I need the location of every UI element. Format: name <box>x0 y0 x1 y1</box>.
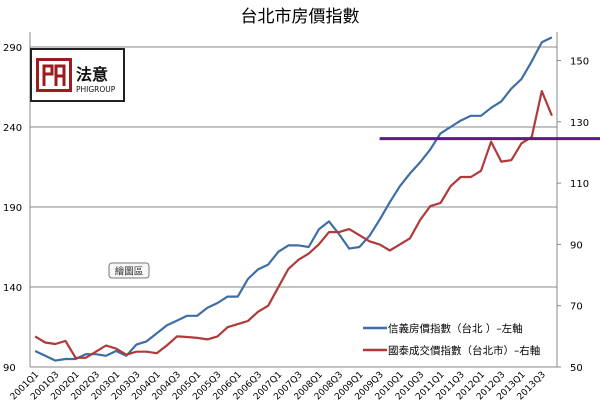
svg-text:繪圖區: 繪圖區 <box>115 266 144 278</box>
right-tick-label: 50 <box>570 363 583 374</box>
right-tick-label: 130 <box>570 118 589 129</box>
logo-english: PHIGROUP <box>76 85 116 94</box>
right-tick-label: 150 <box>570 57 589 68</box>
gridlines <box>30 46 557 288</box>
left-axis-ticks: 90 140 190 240 290 <box>3 43 22 374</box>
plot-area-tooltip: 繪圖區 <box>108 262 150 279</box>
right-tick-label: 70 <box>570 302 583 313</box>
logo-chinese: 法意 <box>76 65 108 84</box>
left-tick-label: 290 <box>3 43 22 54</box>
series-line-0 <box>34 36 553 362</box>
legend-label-blue: 信義房價指數（台北 ）–左軸 <box>388 322 523 335</box>
right-tick-label: 110 <box>570 179 589 190</box>
logo-mark-icon <box>36 58 72 92</box>
series-lines <box>34 36 553 362</box>
left-tick-label: 240 <box>3 123 22 134</box>
left-tick-label: 140 <box>3 283 22 294</box>
series-line-1 <box>34 89 553 359</box>
x-axis-ticks: 2001Q12001Q32002Q12002Q32003Q12003Q32004… <box>9 370 548 402</box>
left-tick-label: 90 <box>3 363 16 374</box>
legend-label-red: 國泰成交價指數（台北市）–右軸 <box>388 344 540 357</box>
right-tick-label: 90 <box>570 240 583 251</box>
right-axis-ticks: 50 70 90 110 130 150 <box>557 57 589 374</box>
left-tick-label: 190 <box>3 203 22 214</box>
phigroup-logo: 法意 PHIGROUP <box>30 48 125 102</box>
chart-title: 台北市房價指數 <box>241 7 360 27</box>
legend: 信義房價指數（台北 ）–左軸 國泰成交價指數（台北市）–右軸 <box>363 322 540 357</box>
